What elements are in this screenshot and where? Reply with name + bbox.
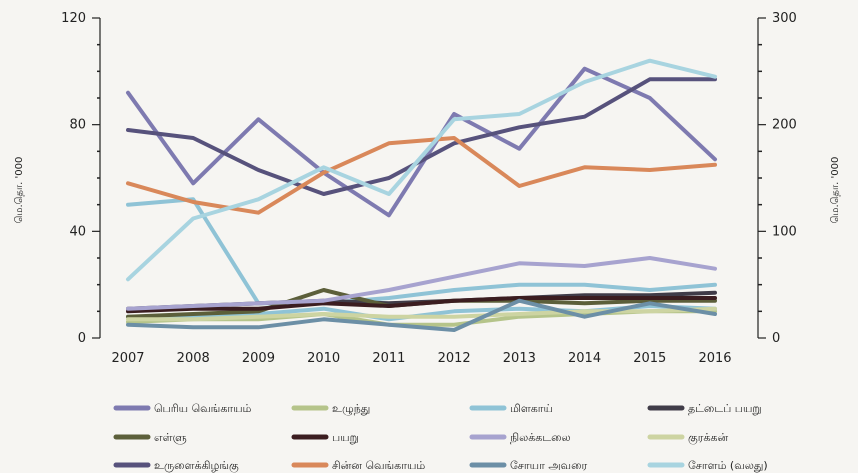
series-line-6 [126, 256, 717, 311]
right-tick-label: 200 [772, 118, 797, 133]
series-line-0 [126, 66, 717, 218]
x-tick-label: 2015 [633, 351, 666, 366]
right-tick-label: 300 [772, 11, 797, 26]
series-line-8 [126, 77, 717, 196]
legend: பெரிய வெங்காயம் உழுந்து மிளகாய் தட்டைப் பயற… [113, 402, 768, 473]
series-lines [126, 58, 717, 332]
series-line-11 [126, 58, 717, 282]
left-tick-group: 0 40 80 120 [61, 11, 100, 346]
legend-label: நிலக்கடலை [510, 431, 571, 444]
legend-label: குரக்கன் [688, 431, 728, 446]
right-tick-label: 100 [772, 224, 797, 239]
right-axis-label: மெ.தொ. '000 [830, 157, 841, 224]
series-line-extra [126, 197, 717, 306]
legend-label: சோளம் (வலது) [688, 459, 768, 472]
legend-label: சின்ன வெங்காயம் [332, 459, 425, 472]
left-axis-label: மெ.தொ. '000 [14, 157, 25, 224]
right-tick-label: 0 [772, 331, 780, 346]
left-tick-label: 40 [69, 224, 86, 239]
left-axis: மெ.தொ. '000 [14, 18, 101, 338]
legend-label: பயறு [332, 431, 359, 444]
legend-label: உழுந்து [332, 402, 370, 416]
legend-label: தட்டைப் பயறு [688, 402, 762, 415]
right-tick-group: 0 100 200 300 [758, 11, 797, 346]
series-line-5 [126, 296, 717, 314]
left-tick-label: 0 [78, 331, 86, 346]
legend-label: உருளைக்கிழங்கு [154, 459, 239, 473]
x-tick-label: 2014 [568, 351, 601, 366]
x-tick-group: 2007 2008 2009 2010 2011 2012 2013 2014 2015 2016 [111, 351, 731, 366]
x-tick-label: 2013 [503, 351, 536, 366]
legend-label: மிளகாய் [510, 402, 553, 415]
series-line-10 [126, 298, 717, 332]
x-tick-label: 2009 [242, 351, 275, 366]
right-axis: மெ.தொ. '000 [757, 18, 841, 338]
x-tick-label: 2012 [438, 351, 471, 366]
x-tick-label: 2007 [111, 351, 144, 366]
x-tick-label: 2008 [177, 351, 210, 366]
legend-label: எள்ளு [154, 431, 187, 445]
legend-label: பெரிய வெங்காயம் [154, 402, 252, 415]
legend-label: சோயா அவரை [510, 459, 587, 472]
x-tick-label: 2010 [307, 351, 340, 366]
left-tick-label: 80 [69, 118, 86, 133]
x-tick-label: 2016 [698, 351, 731, 366]
left-tick-label: 120 [61, 11, 86, 26]
x-tick-label: 2011 [372, 351, 405, 366]
